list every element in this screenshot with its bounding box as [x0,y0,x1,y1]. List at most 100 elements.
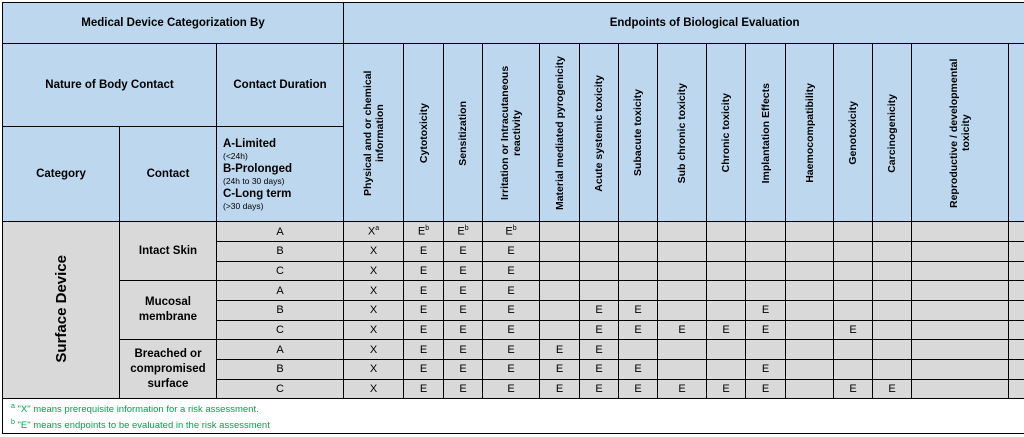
endpoint-value: E [507,304,515,317]
endpoint-cell [1008,280,1024,302]
endpoint-cell: X [343,260,405,282]
endpoint-cell: E [706,319,747,341]
endpoint-value: E [722,383,730,396]
endpoint-cell: E [579,339,620,361]
endpoint-cell [785,260,835,282]
endpoint-cell: E [482,260,541,282]
endpoint-cell: X [343,378,405,400]
endpoint-cell: E [833,378,874,400]
endpoint-value: E [459,245,467,258]
endpoint-cell [833,300,874,321]
endpoint-cell [785,300,835,321]
footnote-mark: b [425,225,430,233]
endpoint-cell: E [482,359,541,380]
endpoint-cell [706,221,747,243]
endpoint-label: Acute systemic toxicity [593,74,606,192]
endpoint-value: E [419,383,428,396]
endpoint-value: E [417,226,426,239]
endpoint-value: E [459,304,467,317]
endpoint-cell: E [443,260,484,282]
endpoint-header: Physical and or chemical information [343,43,405,223]
contact-cell: Intact Skin [119,221,217,282]
endpoint-cell [657,300,708,321]
endpoint-cell [785,339,835,361]
endpoint-header: Biodegradation [1008,43,1024,223]
endpoint-cell: X [343,319,405,341]
endpoint-cell [618,260,659,282]
endpoint-cell [1008,378,1024,400]
endpoint-cell [1008,221,1024,243]
endpoint-cell: X [343,241,405,262]
endpoint-cell: E [745,319,787,341]
endpoint-value: E [678,324,686,337]
endpoint-header: Genotoxicity [833,43,874,223]
endpoint-label: Physical and or chemical information [361,70,386,196]
footnote-mark: b [512,225,517,233]
endpoint-cell [579,221,620,243]
endpoint-value: E [459,265,467,278]
endpoint-value: E [459,284,467,297]
endpoint-label: Sensitization [457,100,470,166]
footnotes: a "X" means prerequisite information for… [1,398,1024,434]
endpoint-value: E [761,363,770,376]
endpoint-value: E [419,284,428,297]
endpoint-cell [785,319,835,341]
duration-cell: B [215,300,345,321]
endpoint-value: E [507,343,515,356]
endpoint-value: E [595,383,603,396]
endpoint-cell [1008,339,1024,361]
duration-cell: C [215,260,345,282]
endpoint-value: E [507,324,515,337]
endpoint-cell [833,241,874,262]
contact-cell: Breached or compromised surface [119,339,217,400]
footnote-mark: a [11,403,15,411]
endpoint-cell [706,260,747,282]
table-row: Surface Device Intact Skin A Xa Eb Eb Eb [2,221,1024,400]
endpoint-value: E [634,383,642,396]
endpoint-label: Genotoxicity [847,101,860,165]
endpoint-value: E [419,324,428,337]
footnote-text: "E" means endpoints to be evaluated in t… [14,420,270,432]
endpoint-cell: E [618,359,659,380]
endpoint-cell [579,241,620,262]
footnote-mark: b [464,225,469,233]
endpoint-cell [785,221,835,243]
duration-legend: A-Limited (<24h) B-Prolonged (24h to 30 day… [215,126,345,223]
endpoint-cell [872,339,913,361]
duration-label: A-Limited [223,137,277,150]
contact-duration-header: Contact Duration [215,43,345,128]
endpoint-cell: E [403,260,445,282]
endpoint-cell: E [482,241,541,262]
endpoint-cell: E [403,359,445,380]
endpoint-cell [911,319,1010,341]
endpoint-cell [706,300,747,321]
endpoint-value: E [595,363,603,376]
endpoint-cell: X [343,359,405,380]
endpoint-cell [911,339,1010,361]
nature-of-contact-header: Nature of Body Contact [2,43,217,128]
endpoint-cell [539,319,581,341]
endpoint-cell: E [539,359,581,380]
endpoint-cell [833,221,874,243]
endpoint-value: E [634,324,642,337]
duration-range: (24h to 30 days) [223,175,285,186]
endpoint-value: E [459,383,467,396]
endpoint-cell [539,260,581,282]
endpoint-value: E [761,383,770,396]
endpoint-value: E [555,363,564,376]
footnote-line: a "X" means prerequisite information for… [11,400,1024,416]
endpoint-cell [539,280,581,302]
endpoint-cell: E [482,378,541,400]
contact-header: Contact [119,126,217,223]
endpoint-label: Subacute toxicity [632,89,645,177]
endpoint-header: Implantation Effects [745,43,787,223]
duration-cell: C [215,378,345,400]
endpoint-header: Sub chronic toxicity [657,43,708,223]
category-header: Category [2,126,120,223]
endpoint-value: X [369,245,378,258]
endpoint-cell [618,221,659,243]
endpoint-cell: E [403,378,445,400]
endpoint-value: E [849,324,857,337]
